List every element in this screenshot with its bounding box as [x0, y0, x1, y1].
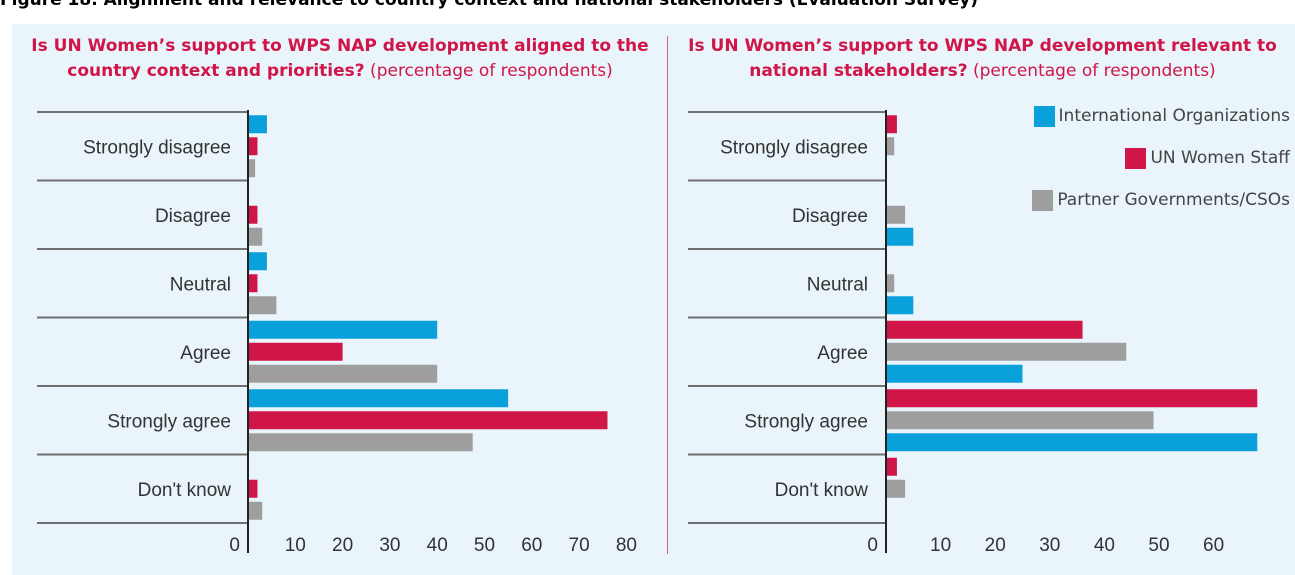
chart-1-marks: Strongly disagree Disagree Neutral Agree Str… [688, 110, 1258, 556]
bar-partner-governments-csos [886, 479, 906, 498]
x-tick-label: 70 [569, 535, 590, 556]
legend-swatch [1032, 189, 1054, 211]
bar-partner-governments-csos [886, 342, 1127, 361]
bar-un-women-staff [248, 274, 258, 293]
bar-un-women-staff [248, 411, 608, 430]
category-label: Disagree [155, 206, 231, 227]
x-tick-label: 10 [930, 535, 951, 556]
bar-international-organizations [248, 252, 267, 271]
x-tick-label: 40 [427, 535, 448, 556]
bar-partner-governments-csos [886, 205, 906, 224]
category-label: Don't know [775, 480, 869, 501]
right-chart-title: Is UN Women’s support to WPS NAP develop… [675, 34, 1290, 84]
x-tick-label: 30 [1039, 535, 1060, 556]
x-tick-label: 20 [332, 535, 353, 556]
legend-label: UN Women Staff [1150, 148, 1290, 168]
bar-partner-governments-csos [248, 364, 438, 383]
right-chart-unit: (percentage of respondents) [967, 61, 1216, 81]
bar-partner-governments-csos [248, 227, 263, 246]
bar-un-women-staff [248, 342, 343, 361]
x-tick-label: 60 [1203, 535, 1224, 556]
bar-un-women-staff [248, 137, 258, 156]
category-label: Agree [180, 343, 231, 364]
x-tick-label: 60 [521, 535, 542, 556]
right-chart-question: Is UN Women’s support to WPS NAP develop… [688, 36, 1277, 81]
left-bar-chart: Strongly disagree Disagree Neutral Agree Str… [37, 110, 637, 556]
legend-swatch [1125, 147, 1147, 169]
bar-un-women-staff [886, 115, 897, 134]
bar-international-organizations [886, 227, 914, 246]
x-tick-label: 20 [985, 535, 1006, 556]
left-chart-title: Is UN Women’s support to WPS NAP develop… [15, 34, 665, 84]
bar-un-women-staff [248, 205, 258, 224]
x-tick-label: 0 [229, 535, 240, 556]
legend-item: Partner Governments/CSOs [960, 189, 1290, 211]
legend: International Organizations UN Women Sta… [960, 105, 1290, 231]
chart-panel-background [12, 24, 1295, 575]
bar-international-organizations [886, 364, 1023, 383]
bar-partner-governments-csos [886, 411, 1154, 430]
chart-0-marks: Strongly disagree Disagree Neutral Agree Str… [37, 110, 637, 556]
category-label: Strongly agree [107, 411, 231, 432]
x-tick-label: 50 [1148, 535, 1169, 556]
category-label: Neutral [170, 274, 231, 295]
legend-swatch [1033, 105, 1055, 127]
category-label: Agree [817, 343, 868, 364]
bar-international-organizations [886, 433, 1258, 452]
x-tick-label: 80 [616, 535, 637, 556]
legend-label: Partner Governments/CSOs [1057, 190, 1290, 210]
bar-international-organizations [248, 115, 267, 134]
legend-label: International Organizations [1058, 106, 1290, 126]
legend-item: UN Women Staff [960, 147, 1290, 169]
x-tick-label: 0 [867, 535, 878, 556]
right-bar-chart: Strongly disagree Disagree Neutral Agree Str… [688, 110, 1258, 556]
x-tick-label: 50 [474, 535, 495, 556]
x-tick-label: 10 [285, 535, 306, 556]
chart-divider [667, 36, 668, 554]
bar-partner-governments-csos [886, 274, 895, 293]
bar-partner-governments-csos [248, 501, 263, 520]
left-chart-unit: (percentage of respondents) [364, 61, 613, 81]
bar-partner-governments-csos [886, 137, 895, 156]
category-label: Strongly disagree [720, 137, 868, 158]
category-label: Neutral [807, 274, 868, 295]
x-tick-label: 40 [1094, 535, 1115, 556]
figure-title: Figure 18. Alignment and relevance to co… [0, 0, 979, 10]
bar-un-women-staff [886, 389, 1258, 408]
bar-international-organizations [886, 296, 914, 315]
left-chart-question: Is UN Women’s support to WPS NAP develop… [31, 36, 649, 81]
legend-item: International Organizations [960, 105, 1290, 127]
bar-partner-governments-csos [248, 159, 256, 178]
bar-international-organizations [248, 320, 438, 339]
category-label: Disagree [792, 206, 868, 227]
bar-un-women-staff [248, 479, 258, 498]
category-label: Strongly disagree [83, 137, 231, 158]
bar-un-women-staff [886, 457, 897, 476]
bar-partner-governments-csos [248, 296, 277, 315]
x-tick-label: 30 [379, 535, 400, 556]
bar-partner-governments-csos [248, 433, 473, 452]
category-label: Don't know [138, 480, 232, 501]
category-label: Strongly agree [744, 411, 868, 432]
bar-un-women-staff [886, 320, 1083, 339]
bar-international-organizations [248, 389, 509, 408]
